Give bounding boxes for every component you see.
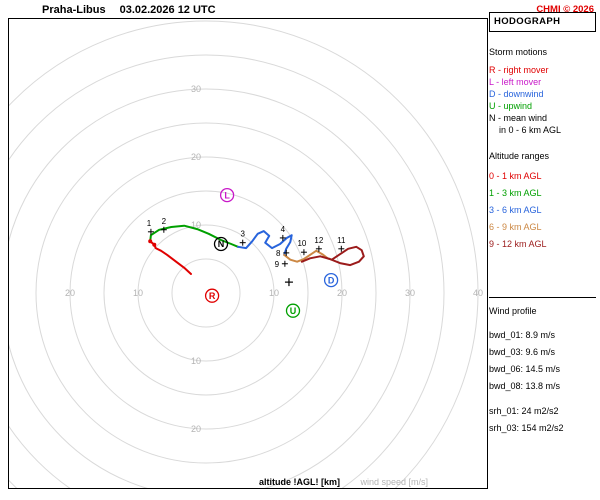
speed-rings: [9, 20, 479, 488]
svg-text:10: 10: [269, 288, 279, 298]
legend-item: D - downwind: [489, 89, 544, 99]
bwd-values: bwd_01: 8.9 m/s bwd_03: 9.6 m/s bwd_06: 14…: [489, 327, 596, 395]
storm-motions-heading: Storm motions: [489, 47, 548, 57]
axis-caption: altitude !AGL! [km] wind speed [m/s]: [259, 477, 428, 487]
speed-axis-labels: 10 20 30 40 10 20 10 20 30 10 20: [65, 84, 483, 434]
svg-text:12: 12: [314, 236, 323, 245]
storm-motion-markers: R L N D U: [204, 187, 339, 318]
hodograph-plot-area: 10 20 30 40 10 20 10 20 30 10 20 1 2 3 4 8 9 10 12 11 R L N D U …: [8, 18, 488, 489]
wind-profile-value: srh_01: 24 m2/s2: [489, 406, 559, 416]
wind-profile-section: Wind profile bwd_01: 8.9 m/s bwd_03: 9.6 …: [489, 297, 596, 437]
svg-text:20: 20: [191, 152, 201, 162]
svg-text:30: 30: [191, 84, 201, 94]
svg-text:20: 20: [337, 288, 347, 298]
wind-profile-value: srh_03: 154 m2/s2: [489, 423, 564, 433]
svg-text:10: 10: [191, 356, 201, 366]
wind-profile-value: bwd_08: 13.8 m/s: [489, 381, 561, 391]
legend-item: L - left mover: [489, 77, 542, 87]
wind-profile-value: bwd_06: 14.5 m/s: [489, 364, 561, 374]
cross-marker: [284, 278, 293, 287]
svg-text:10: 10: [191, 220, 201, 230]
svg-text:U: U: [290, 306, 297, 316]
legend-panel: HODOGRAPH Storm motions R - right mover L…: [489, 12, 596, 437]
altitude-ranges-legend: 0 - 1 km AGL 1 - 3 km AGL 3 - 6 km AGL 6 - …: [489, 168, 596, 253]
legend-item: 9 - 12 km AGL: [489, 239, 547, 249]
legend-item: 0 - 1 km AGL: [489, 171, 542, 181]
svg-text:L: L: [224, 190, 230, 200]
svg-text:40: 40: [473, 288, 483, 298]
copyright-notice: CHMI © 2026: [536, 4, 594, 15]
legend-item: N - mean wind: [489, 113, 548, 123]
altitude-axis-label: altitude !AGL! [km]: [259, 477, 340, 487]
svg-text:N: N: [218, 239, 225, 249]
trace-9-12-km-agl: [300, 245, 365, 267]
svg-text:D: D: [328, 275, 335, 285]
trace-start-dot: [148, 239, 153, 244]
svg-text:2: 2: [162, 217, 167, 226]
srh-values: srh_01: 24 m2/s2 srh_03: 154 m2/s2: [489, 403, 596, 437]
wind-profile-heading: Wind profile: [489, 306, 537, 316]
storm-marker-U: U: [285, 303, 301, 318]
legend-item: 1 - 3 km AGL: [489, 188, 542, 198]
legend-item: R - right mover: [489, 65, 549, 75]
trace-start-dot: [152, 242, 157, 247]
trace-3-6-km-agl: [237, 230, 293, 256]
storm-motions-legend: R - right mover L - left mover D - downwin…: [489, 64, 596, 136]
svg-text:9: 9: [275, 260, 280, 269]
storm-marker-N: N: [213, 236, 229, 252]
svg-text:1: 1: [147, 219, 152, 228]
station-name: Praha-Libus: [42, 4, 106, 16]
svg-text:11: 11: [337, 236, 346, 245]
legend-item: 6 - 9 km AGL: [489, 222, 542, 232]
wind-profile-value: bwd_03: 9.6 m/s: [489, 347, 556, 357]
storm-marker-L: L: [219, 187, 235, 203]
page-title: Praha-Libus 03.02.2026 12 UTC: [42, 4, 216, 16]
svg-text:20: 20: [65, 288, 75, 298]
legend-item: 3 - 6 km AGL: [489, 205, 542, 215]
svg-text:10: 10: [297, 239, 306, 248]
wind-profile-value: bwd_01: 8.9 m/s: [489, 330, 556, 340]
svg-text:8: 8: [276, 249, 281, 258]
svg-text:30: 30: [405, 288, 415, 298]
svg-text:20: 20: [191, 424, 201, 434]
storm-marker-R: R: [204, 288, 220, 303]
trace-1-3-km-agl: [149, 224, 239, 248]
svg-text:3: 3: [240, 230, 245, 239]
legend-item: in 0 - 6 km AGL: [499, 125, 562, 135]
storm-marker-D: D: [323, 272, 339, 288]
svg-text:10: 10: [133, 288, 143, 298]
observation-datetime: 03.02.2026 12 UTC: [119, 4, 216, 16]
svg-text:R: R: [209, 291, 216, 301]
svg-text:4: 4: [281, 225, 286, 234]
altitude-ranges-heading: Altitude ranges: [489, 151, 550, 161]
panel-title: HODOGRAPH: [489, 12, 596, 32]
windspeed-axis-label: wind speed [m/s]: [360, 477, 429, 487]
legend-item: U - upwind: [489, 101, 533, 111]
